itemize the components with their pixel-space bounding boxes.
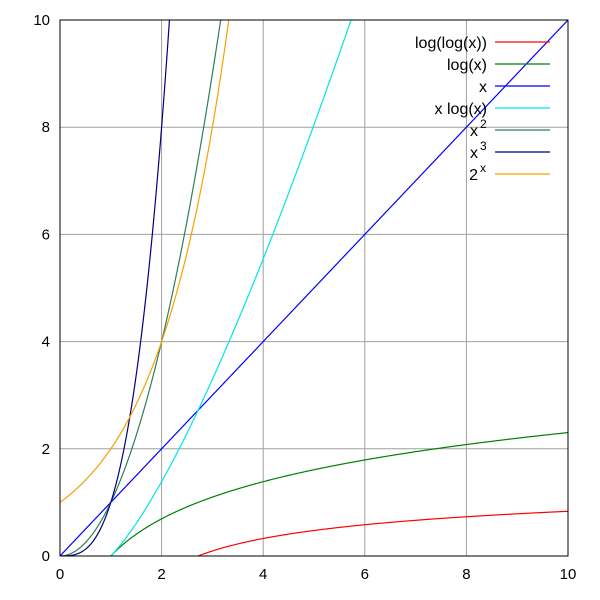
- legend-label: log(log(x)): [415, 35, 487, 52]
- series-line-5: [60, 20, 171, 556]
- legend-label-superscript: 3: [480, 139, 487, 153]
- y-tick-label: 6: [42, 226, 50, 243]
- series-line-6: [60, 20, 230, 503]
- legend-label: x: [470, 123, 478, 140]
- legend: log(log(x))log(x)xx log(x)x 2x 32 x: [415, 35, 550, 184]
- legend-label-superscript: x: [480, 161, 486, 175]
- legend-label: x: [470, 145, 478, 162]
- series-line-4: [60, 20, 222, 556]
- grid: [60, 20, 568, 556]
- x-tick-label: 10: [560, 566, 577, 583]
- series-line-2: [60, 20, 568, 556]
- x-tick-label: 6: [361, 566, 369, 583]
- series-line-3: [110, 20, 352, 556]
- legend-label: 2: [469, 167, 478, 184]
- x-tick-label: 8: [462, 566, 470, 583]
- y-tick-label: 10: [33, 12, 50, 29]
- curves: [60, 20, 568, 556]
- x-tick-label: 4: [259, 566, 267, 583]
- y-tick-label: 2: [42, 441, 50, 458]
- x-tick-label: 0: [56, 566, 64, 583]
- ticks: 0 2 4 6 8 10 0 2 4 6 8 10: [33, 12, 576, 583]
- y-tick-label: 8: [42, 119, 50, 136]
- y-tick-label: 4: [42, 334, 50, 351]
- legend-label: x log(x): [435, 101, 487, 118]
- series-line-0: [197, 510, 568, 556]
- legend-label: x: [479, 79, 487, 96]
- series-line-1: [110, 431, 568, 556]
- plot-frame: [59, 19, 569, 557]
- x-tick-label: 2: [157, 566, 165, 583]
- legend-label: log(x): [447, 57, 487, 74]
- legend-label-superscript: 2: [480, 117, 487, 131]
- y-tick-label: 0: [42, 548, 50, 565]
